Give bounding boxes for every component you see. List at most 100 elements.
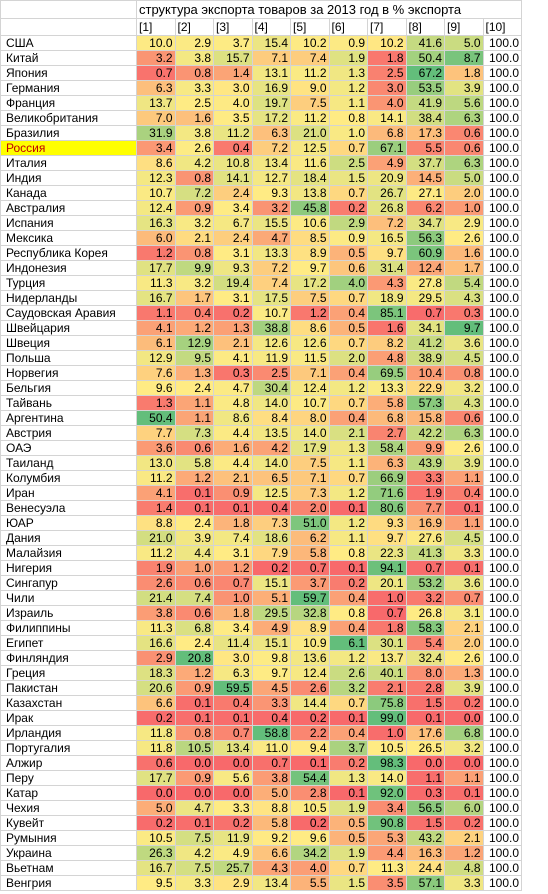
value-cell: 1.6: [444, 245, 484, 261]
value-cell: 0.4: [213, 695, 253, 711]
value-cell: 9.9: [405, 440, 445, 456]
value-cell: 0.1: [444, 785, 484, 801]
value-cell: 9.0: [290, 80, 330, 96]
value-cell: 100.0: [482, 185, 522, 201]
value-cell: 10.2: [367, 35, 407, 51]
value-cell: 18.4: [290, 170, 330, 186]
value-cell: 5.8: [251, 815, 291, 831]
value-cell: 21.0: [290, 125, 330, 141]
value-cell: 12.4: [405, 260, 445, 276]
value-cell: 9.7: [290, 260, 330, 276]
value-cell: 16.3: [405, 845, 445, 861]
data-row: ОАЭ 3.6 0.6 1.6 4.2 17.9 1.3 58.4 9.9 2.6 100.0: [0, 440, 522, 456]
value-cell: 100.0: [482, 830, 522, 846]
data-row: Австралия 12.4 0.9 3.4 3.2 45.8 0.2 26.8 6.2 1.0 1…: [0, 200, 522, 216]
value-cell: 100.0: [482, 725, 522, 741]
value-cell: 4.1: [136, 320, 176, 336]
value-cell: 16.5: [367, 230, 407, 246]
value-cell: 3.3: [444, 875, 484, 891]
data-row: Колумбия 11.2 1.2 2.1 6.5 7.1 0.7 66.9 3.3 1.1 100…: [0, 470, 522, 486]
value-cell: 0.0: [213, 785, 253, 801]
data-row: США 10.0 2.9 3.7 15.4 10.2 0.9 10.2 41.6 5.0 100.0: [0, 35, 522, 51]
value-cell: 100.0: [482, 500, 522, 516]
value-cell: 6.1: [136, 335, 176, 351]
data-row: Франция 13.7 2.5 4.0 19.7 7.5 1.1 4.0 41.9 5.6 100…: [0, 95, 522, 111]
value-cell: 2.6: [174, 140, 214, 156]
data-row: Республика Корея 1.2 0.8 3.1 13.3 8.9 0.5 9.7 60…: [0, 245, 522, 261]
value-cell: 0.4: [444, 485, 484, 501]
value-cell: 0.7: [328, 290, 368, 306]
country-name: Румыния: [0, 830, 137, 846]
value-cell: 4.5: [444, 350, 484, 366]
country-name: Сингапур: [0, 575, 137, 591]
value-cell: 0.8: [328, 110, 368, 126]
value-cell: 66.9: [367, 470, 407, 486]
value-cell: 4.5: [444, 530, 484, 546]
value-cell: 6.3: [136, 80, 176, 96]
country-name: Аргентина: [0, 410, 137, 426]
value-cell: 1.8: [444, 65, 484, 81]
value-cell: 5.0: [444, 170, 484, 186]
value-cell: 6.8: [367, 125, 407, 141]
value-cell: 12.6: [290, 335, 330, 351]
value-cell: 31.4: [367, 260, 407, 276]
value-cell: 0.2: [136, 815, 176, 831]
value-cell: 0.2: [444, 815, 484, 831]
value-cell: 0.1: [174, 695, 214, 711]
country-name: Алжир: [0, 755, 137, 771]
value-cell: 0.2: [290, 710, 330, 726]
value-cell: 3.2: [136, 50, 176, 66]
value-cell: 0.7: [328, 185, 368, 201]
value-cell: 13.7: [367, 650, 407, 666]
value-cell: 0.7: [328, 395, 368, 411]
country-name: Испания: [0, 215, 137, 231]
value-cell: 1.3: [213, 320, 253, 336]
value-cell: 0.8: [174, 725, 214, 741]
value-cell: 7.1: [290, 365, 330, 381]
value-cell: 100.0: [482, 440, 522, 456]
value-cell: 4.4: [174, 545, 214, 561]
value-cell: 1.1: [328, 95, 368, 111]
value-cell: 0.1: [213, 710, 253, 726]
value-cell: 1.0: [444, 200, 484, 216]
value-cell: 1.1: [328, 455, 368, 471]
value-cell: 1.0: [328, 125, 368, 141]
value-cell: 0.1: [444, 560, 484, 576]
value-cell: 12.9: [174, 335, 214, 351]
value-cell: 2.1: [174, 230, 214, 246]
value-cell: 100.0: [482, 665, 522, 681]
value-cell: 0.4: [174, 305, 214, 321]
value-cell: 100.0: [482, 455, 522, 471]
value-cell: 37.7: [405, 155, 445, 171]
value-cell: 2.0: [444, 185, 484, 201]
value-cell: 3.3: [174, 875, 214, 891]
value-cell: 4.9: [367, 155, 407, 171]
column-header: [9]: [444, 18, 484, 36]
data-row: Россия 3.4 2.6 0.4 7.2 12.5 0.7 67.1 5.5 0.6 100.0: [0, 140, 522, 156]
value-cell: 9.2: [251, 830, 291, 846]
value-cell: 26.8: [405, 605, 445, 621]
value-cell: 1.8: [367, 50, 407, 66]
value-cell: 4.2: [174, 155, 214, 171]
country-name: Австралия: [0, 200, 137, 216]
value-cell: 3.2: [444, 740, 484, 756]
column-header: [8]: [405, 18, 445, 36]
value-cell: 7.0: [136, 110, 176, 126]
value-cell: 2.9: [174, 35, 214, 51]
value-cell: 16.6: [136, 635, 176, 651]
value-cell: 3.1: [213, 290, 253, 306]
value-cell: 100.0: [482, 770, 522, 786]
blank-cell: [0, 18, 137, 36]
value-cell: 17.7: [136, 260, 176, 276]
column-header: [6]: [328, 18, 368, 36]
data-row: Нидерланды 16.7 1.7 3.1 17.5 7.5 0.7 18.9 29.5 4.…: [0, 290, 522, 306]
value-cell: 0.1: [328, 785, 368, 801]
value-cell: 7.4: [290, 50, 330, 66]
data-row: Финляндия 2.9 20.8 3.0 9.8 13.6 1.2 13.7 32.4 2.6…: [0, 650, 522, 666]
data-row: Пакистан 20.6 0.9 59.5 4.5 2.6 3.2 2.1 2.8 3.9 100…: [0, 680, 522, 696]
value-cell: 100.0: [482, 575, 522, 591]
value-cell: 7.5: [290, 455, 330, 471]
value-cell: 14.0: [251, 455, 291, 471]
value-cell: 100.0: [482, 650, 522, 666]
